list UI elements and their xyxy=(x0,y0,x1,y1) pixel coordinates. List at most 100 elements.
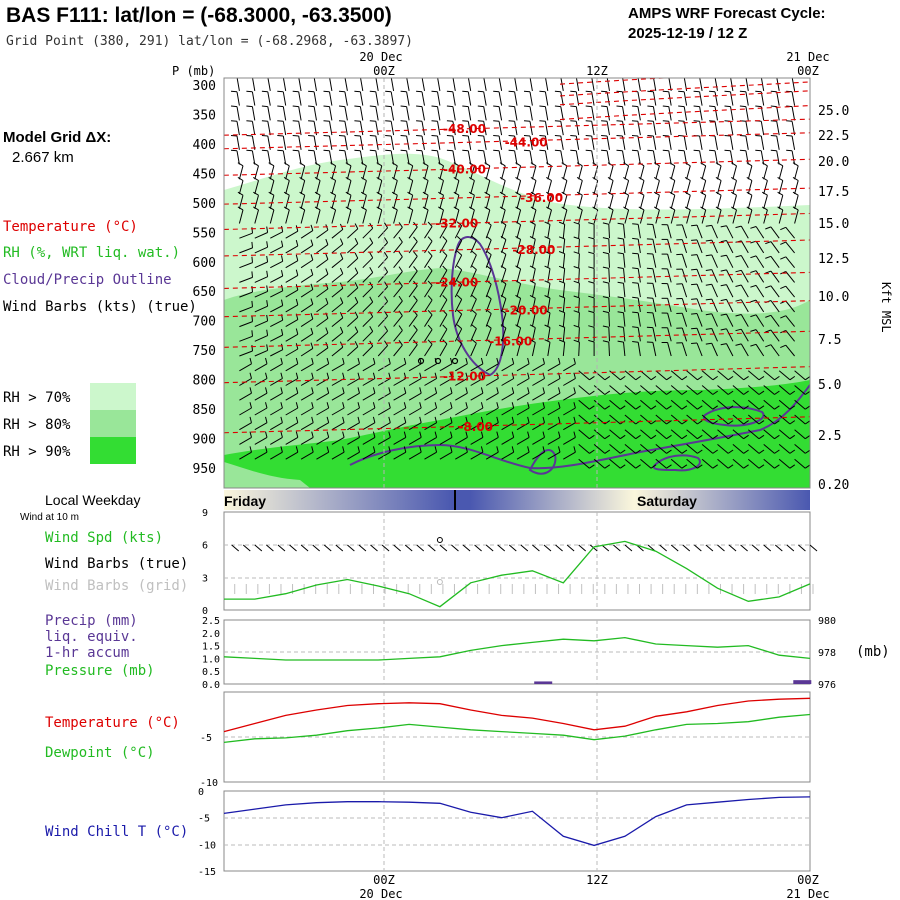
wind-barb-flag xyxy=(529,294,536,299)
wind-barb xyxy=(624,444,637,454)
wind-barb xyxy=(624,209,630,224)
wind-barb xyxy=(608,327,610,342)
wind-barb xyxy=(455,363,468,372)
wind-barb-flag xyxy=(523,90,531,93)
wind-barb-flag xyxy=(508,120,515,122)
wind-barb xyxy=(608,253,610,268)
temp-tick-label: -10 xyxy=(200,778,218,789)
wind-barb xyxy=(776,91,780,106)
wind-barb-true xyxy=(370,544,378,552)
wind-barb xyxy=(593,444,606,454)
wind-barb xyxy=(238,195,244,209)
wind-barb xyxy=(578,429,590,440)
wind-barb-flag xyxy=(237,162,244,167)
wind-barb xyxy=(668,78,672,91)
wind-barb-flag xyxy=(400,120,407,122)
wind-barb xyxy=(455,378,468,386)
wind-barb xyxy=(770,241,780,254)
wind-barb-flag xyxy=(789,420,796,425)
wind-barb xyxy=(686,399,698,410)
wind-barb-flag xyxy=(450,372,453,379)
wind-barb xyxy=(547,378,561,386)
wind-barb xyxy=(670,429,683,440)
wind-barb-flag xyxy=(508,149,515,152)
wind-barb xyxy=(652,312,657,327)
wind-barb-flag xyxy=(750,329,757,332)
wind-barb xyxy=(785,330,795,342)
wind-barb xyxy=(390,150,395,165)
wind-barb xyxy=(437,121,441,136)
wind-barb-flag xyxy=(268,176,275,181)
wind-barb-flag xyxy=(743,390,749,395)
wind-barb xyxy=(608,283,610,298)
wind-barb-flag xyxy=(299,191,305,196)
wind-barb-flag xyxy=(523,135,531,137)
wind-barb xyxy=(591,106,595,121)
wind-barb xyxy=(667,224,672,239)
wind-barb xyxy=(390,135,395,150)
height-tick-label: 2.5 xyxy=(818,429,841,444)
wind-barb xyxy=(696,328,703,342)
wind-barb xyxy=(763,165,768,180)
wind-barb-flag xyxy=(419,402,422,409)
wind-barb xyxy=(439,240,448,254)
wind-barb-flag xyxy=(544,309,551,314)
wind-barb-flag xyxy=(265,387,268,394)
model-grid-label: Model Grid ΔX: xyxy=(3,129,111,146)
wind-barb xyxy=(578,297,580,312)
legend-rh: RH (%, WRT liq. wat.) xyxy=(3,245,180,261)
wind-barb-flag xyxy=(465,416,468,423)
wind-barb xyxy=(498,106,503,121)
wind-barb-flag xyxy=(623,176,629,181)
wind-barb-flag xyxy=(261,149,268,152)
wind-barb-flag xyxy=(544,236,551,240)
wind-barb-flag xyxy=(647,90,654,93)
wind-barb-flag xyxy=(462,90,469,93)
temperature-contour-label: -48.00 xyxy=(443,122,486,136)
wind-barb-flag xyxy=(310,313,314,320)
wind-barb xyxy=(562,238,566,253)
wind-barb-flag xyxy=(450,387,453,394)
wind-barb xyxy=(740,240,749,254)
wind-barb xyxy=(300,347,314,357)
wind-barb xyxy=(254,305,268,313)
wind-barb-flag xyxy=(446,149,453,152)
wind-barb xyxy=(747,385,760,395)
wind-barb-flag xyxy=(388,431,391,438)
wind-barb-flag xyxy=(237,176,244,181)
wind-barb xyxy=(408,344,418,357)
wind-barb-true xyxy=(613,544,621,552)
wind-barb xyxy=(529,150,533,165)
wind-barb xyxy=(424,226,433,239)
wind-barb-flag xyxy=(542,387,545,394)
wind-barb xyxy=(439,299,448,313)
wind-barb-flag xyxy=(265,402,268,409)
wind-barb-flag xyxy=(345,162,352,167)
height-tick-label: 7.5 xyxy=(818,333,841,348)
wind-barb xyxy=(501,283,507,298)
wind-barb xyxy=(701,429,714,440)
wind-barb-flag xyxy=(360,176,367,181)
wind-barb xyxy=(701,165,707,180)
wind-barb-flag xyxy=(295,431,299,438)
wind-barb-flag xyxy=(323,149,330,152)
wind-barb-flag xyxy=(325,253,329,260)
wind-barb xyxy=(730,91,734,106)
wind-barb-flag xyxy=(602,310,609,314)
wind-barb xyxy=(300,274,314,283)
wind-barb-flag xyxy=(786,77,792,78)
wind-barb-flag xyxy=(705,342,712,345)
wind-barb xyxy=(254,422,268,431)
wind-barb-flag xyxy=(468,162,475,167)
height-tick-label: 15.0 xyxy=(818,217,849,232)
wind-barb-flag xyxy=(515,324,521,329)
wind-barb-flag xyxy=(339,326,344,333)
wind-barb xyxy=(501,313,507,327)
wind-barb-flag xyxy=(647,77,653,78)
wind-barb xyxy=(498,135,503,150)
wind-barb xyxy=(439,392,453,401)
wind-barb-flag xyxy=(693,120,700,122)
wind-barb-flag xyxy=(576,191,583,196)
wind-barb-flag xyxy=(709,90,716,93)
wind-barb-true xyxy=(300,544,309,552)
